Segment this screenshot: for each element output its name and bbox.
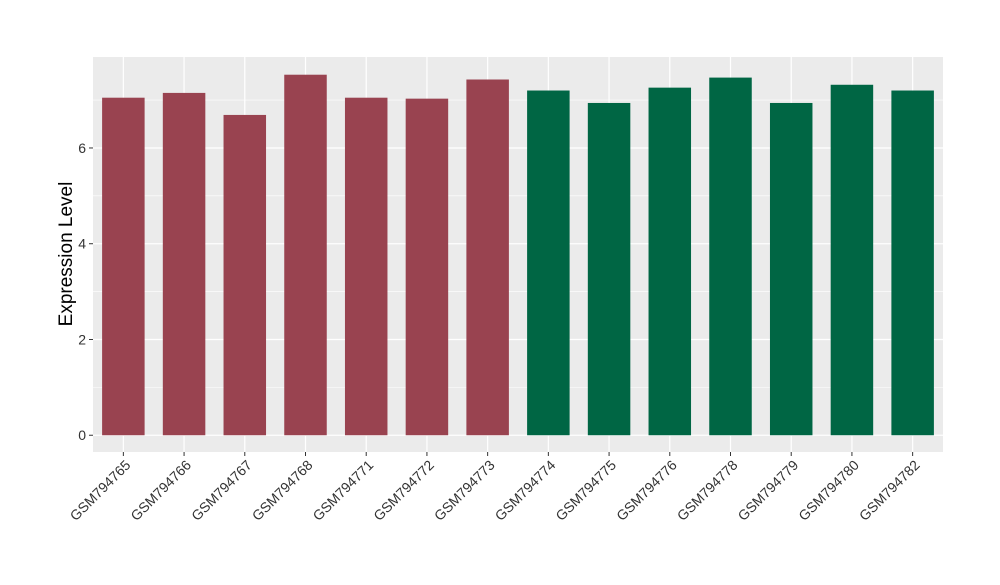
bar-GSM794782 (891, 90, 934, 436)
bar-GSM794766 (162, 92, 206, 436)
x-tick-label: GSM794782 (856, 457, 923, 524)
x-tick-label: GSM794772 (370, 457, 437, 524)
bars (102, 74, 934, 436)
bar-GSM794776 (648, 87, 692, 436)
bar-GSM794771 (344, 97, 388, 436)
bar-GSM794773 (466, 79, 509, 436)
bar-GSM794768 (284, 74, 327, 436)
plot-panel (93, 57, 943, 452)
bar-GSM794772 (405, 98, 449, 436)
x-tick-label: GSM794776 (613, 457, 680, 524)
y-tick-label: 4 (78, 236, 86, 252)
bar-GSM794767 (223, 114, 267, 436)
y-axis-label: Expression Level (56, 182, 77, 327)
y-axis: 0 2 4 6 (78, 140, 93, 443)
x-tick-label: GSM794773 (431, 457, 498, 524)
bar-GSM794774 (527, 90, 570, 436)
y-tick-label: 2 (78, 331, 86, 347)
x-tick-label: GSM794771 (309, 457, 376, 524)
y-tick-label: 0 (78, 427, 86, 443)
x-tick-label: GSM794765 (67, 457, 134, 524)
bar-GSM794779 (769, 102, 813, 436)
x-axis: GSM794765GSM794766GSM794767GSM794768GSM7… (67, 452, 923, 524)
bar-GSM794765 (102, 97, 145, 436)
bar-GSM794778 (709, 77, 752, 436)
x-tick-label: GSM794775 (552, 457, 619, 524)
x-tick-label: GSM794779 (734, 457, 801, 524)
x-tick-label: GSM794774 (492, 457, 559, 524)
x-tick-label: GSM794778 (674, 457, 741, 524)
y-tick-label: 6 (78, 140, 86, 156)
x-tick-label: GSM794780 (795, 457, 862, 524)
bar-GSM794780 (830, 84, 874, 436)
x-tick-label: GSM794767 (188, 457, 255, 524)
x-tick-label: GSM794766 (127, 457, 194, 524)
bar-GSM794775 (587, 102, 631, 436)
x-tick-label: GSM794768 (249, 457, 316, 524)
